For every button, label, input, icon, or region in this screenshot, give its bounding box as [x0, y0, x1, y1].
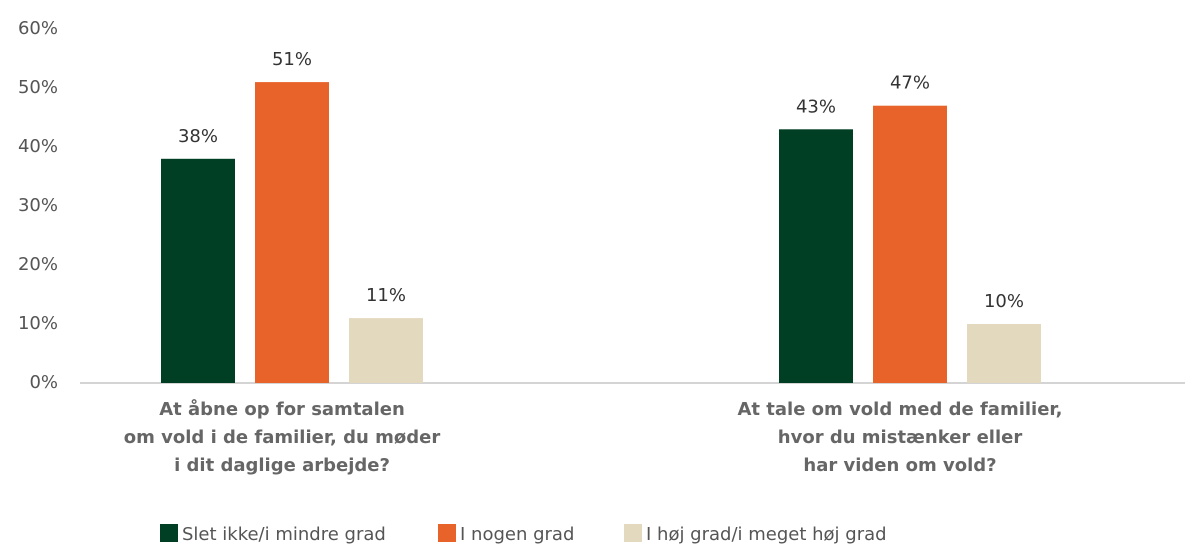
y-tick-label: 0%	[29, 372, 58, 393]
legend-swatch	[438, 524, 456, 542]
y-tick-label: 10%	[18, 313, 58, 334]
bar	[255, 82, 329, 383]
bar	[873, 105, 947, 383]
legend-label: Slet ikke/i mindre grad	[182, 524, 386, 545]
y-tick-label: 40%	[18, 136, 58, 157]
y-tick-label: 50%	[18, 77, 58, 98]
y-tick-label: 60%	[18, 18, 58, 39]
bar	[161, 158, 235, 383]
y-tick-label: 30%	[18, 195, 58, 216]
value-label: 43%	[796, 96, 836, 117]
legend-label: I nogen grad	[460, 524, 574, 545]
x-tick-label: At åbne op for samtalen om vold i de fam…	[123, 399, 441, 476]
value-label: 10%	[984, 291, 1024, 312]
legend-label: I høj grad/i meget høj grad	[646, 524, 887, 545]
bar	[967, 324, 1041, 383]
legend-swatch	[160, 524, 178, 542]
y-tick-label: 20%	[18, 254, 58, 275]
bar	[349, 318, 423, 383]
value-label: 38%	[178, 126, 218, 147]
value-label: 51%	[272, 49, 312, 70]
value-label: 47%	[890, 73, 930, 94]
value-label: 11%	[366, 285, 406, 306]
x-tick-label: At tale om vold med de familier, hvor du…	[737, 399, 1063, 476]
legend-swatch	[624, 524, 642, 542]
bar	[779, 129, 853, 383]
